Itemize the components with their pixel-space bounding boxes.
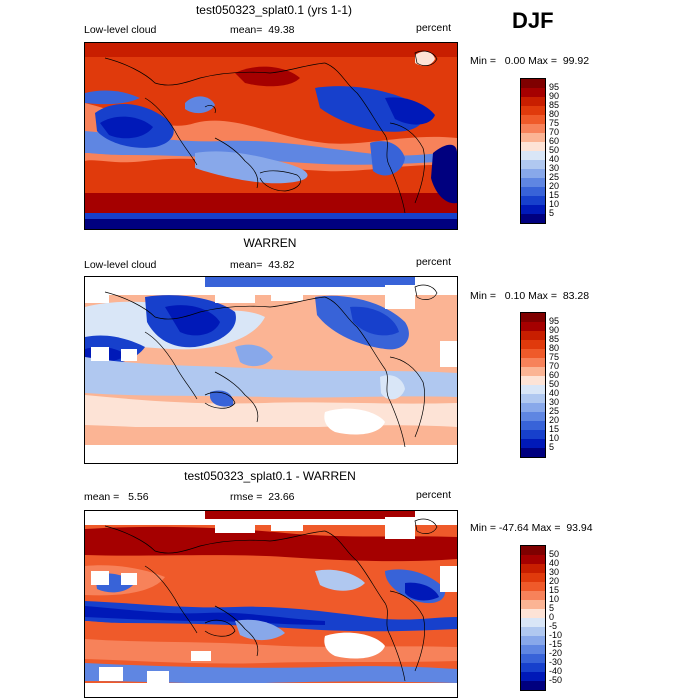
units-label: percent	[416, 22, 452, 34]
min-value: -47.64	[498, 522, 529, 534]
colorbar-tick: -5	[549, 621, 558, 631]
colorbar-tick: 15	[549, 424, 560, 434]
colorbar-tick: 75	[549, 118, 560, 128]
colorbar-tick: 30	[549, 397, 560, 407]
colorbar-tick: 5	[549, 208, 555, 218]
colorbar-tick: 80	[549, 343, 560, 353]
colorbar-observed	[520, 312, 546, 458]
colorbar-tick: 20	[549, 181, 560, 191]
max-value: 99.92	[562, 55, 590, 67]
panel-title: test050323_splat0.1 - WARREN	[184, 469, 356, 483]
colorbar-tick: 50	[549, 145, 560, 155]
colorbar-tick: 95	[549, 82, 560, 92]
map-difference	[84, 510, 458, 698]
colorbar-tick: 10	[549, 199, 560, 209]
colorbar-tick: 60	[549, 136, 560, 146]
colorbar-tick: 90	[549, 325, 560, 335]
colorbar-difference	[520, 545, 546, 691]
colorbar-tick: 80	[549, 109, 560, 119]
colorbar-tick: 30	[549, 163, 560, 173]
colorbar-tick: -50	[549, 675, 563, 685]
colorbar-tick: 10	[549, 433, 560, 443]
mean-value: 43.82	[268, 259, 295, 271]
colorbar-tick: 20	[549, 415, 560, 425]
colorbar-tick: 5	[549, 442, 555, 452]
panel-title: WARREN	[243, 236, 297, 250]
colorbar-tick: -10	[549, 630, 563, 640]
colorbar-tick: 60	[549, 370, 560, 380]
colorbar-tick: 40	[549, 388, 560, 398]
colorbar-tick: 85	[549, 100, 560, 110]
units-label: percent	[416, 489, 452, 501]
season-label: DJF	[512, 8, 554, 33]
mean-label: mean= 43.82	[230, 259, 295, 271]
colorbar-tick: -40	[549, 666, 563, 676]
colorbar-tick: -30	[549, 657, 563, 667]
colorbar-tick: 75	[549, 352, 560, 362]
units-label: percent	[416, 256, 452, 268]
colorbar-tick: 70	[549, 127, 560, 137]
colorbar-tick: 20	[549, 576, 560, 586]
mean-label: mean = 5.56	[84, 491, 149, 503]
colorbar-tick: 50	[549, 549, 560, 559]
map-observed-cloud	[84, 276, 458, 464]
colorbar-tick: 50	[549, 379, 560, 389]
max-value: 83.28	[562, 290, 590, 302]
mean-value: 49.38	[268, 24, 295, 36]
variable-label: Low-level cloud	[84, 24, 157, 36]
colorbar-tick: 95	[549, 316, 560, 326]
colorbar-tick: 25	[549, 172, 560, 182]
colorbar-tick: 0	[549, 612, 555, 622]
max-value: 93.94	[566, 522, 593, 534]
min-max-readout: Min = 0.10 Max = 83.28	[470, 290, 590, 302]
rmse-value: 23.66	[268, 491, 295, 503]
colorbar-tick: 70	[549, 361, 560, 371]
colorbar-tick: 90	[549, 91, 560, 101]
min-max-readout: Min = -47.64 Max = 93.94	[470, 522, 593, 534]
mean-value: 5.56	[128, 491, 149, 503]
mean-label: mean= 49.38	[230, 24, 295, 36]
min-max-readout: Min = 0.00 Max = 99.92	[470, 55, 590, 67]
rmse-label: rmse = 23.66	[230, 491, 295, 503]
min-value: 0.10	[504, 290, 526, 302]
colorbar-tick: 40	[549, 154, 560, 164]
colorbar-tick: 85	[549, 334, 560, 344]
colorbar-model	[520, 78, 546, 224]
colorbar-tick: 40	[549, 558, 560, 568]
panel-title: test050323_splat0.1 (yrs 1-1)	[195, 3, 353, 17]
map-model-cloud	[84, 42, 458, 230]
colorbar-tick: 30	[549, 567, 560, 577]
colorbar-tick: -15	[549, 639, 563, 649]
colorbar-tick: 15	[549, 190, 560, 200]
colorbar-tick: -20	[549, 648, 563, 658]
colorbar-tick: 15	[549, 585, 560, 595]
min-value: 0.00	[504, 55, 526, 67]
colorbar-tick: 5	[549, 603, 555, 613]
colorbar-tick: 25	[549, 406, 560, 416]
colorbar-tick: 10	[549, 594, 560, 604]
variable-label: Low-level cloud	[84, 259, 157, 271]
